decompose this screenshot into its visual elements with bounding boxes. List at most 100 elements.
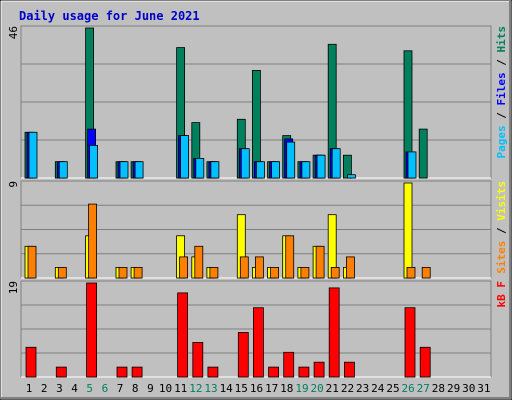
bar-sites-day-15 — [239, 256, 249, 279]
bar-pages-day-15 — [240, 148, 250, 179]
bar-sites-day-17 — [270, 266, 280, 279]
bar-kb-f-day-15 — [237, 332, 249, 378]
x-tick-label: 18 — [280, 382, 293, 395]
x-tick-label: 14 — [220, 382, 234, 395]
bar-sites-day-20 — [315, 245, 325, 279]
bar-pages-day-18 — [286, 141, 296, 179]
bar-kb-f-day-12 — [192, 341, 204, 378]
bar-visits-day-26 — [403, 182, 413, 279]
x-tick-label: 26 — [401, 382, 414, 395]
bar-pages-day-13 — [210, 161, 220, 179]
bar-sites-day-8 — [133, 266, 143, 279]
legend-item: Hits — [495, 26, 508, 53]
x-tick-label: 12 — [189, 382, 202, 395]
bar-hits-day-27 — [418, 128, 428, 179]
bar-pages-day-5 — [89, 144, 98, 179]
bar-kb-f-day-20 — [313, 361, 325, 378]
x-tick-label: 15 — [235, 382, 248, 395]
bar-pages-day-21 — [331, 148, 341, 179]
bar-sites-day-18 — [285, 235, 295, 279]
bar-pages-day-1 — [28, 131, 38, 179]
bar-sites-day-21 — [330, 266, 340, 279]
x-tick-label: 31 — [477, 382, 490, 395]
bar-kb-f-day-8 — [131, 366, 143, 378]
bar-kb-f-day-16 — [252, 307, 264, 378]
bar-pages-day-8 — [134, 161, 144, 179]
x-tick-label: 21 — [326, 382, 339, 395]
bar-kb-f-day-1 — [25, 346, 37, 378]
x-tick-label: 8 — [132, 382, 139, 395]
bar-kb-f-day-21 — [328, 287, 340, 378]
x-tick-label: 28 — [432, 382, 445, 395]
x-axis-day-labels: 1 2 3 4 5 6 7 8 9 10 11 12 13 14 15 16 17 18 19 20 21 22 23 24 2… — [26, 382, 491, 395]
legend-item: / — [495, 53, 508, 73]
bar-pages-day-22 — [346, 174, 356, 179]
series-legend: Pages / Files / Hits — [495, 26, 508, 159]
legend-item: Pages — [495, 125, 508, 158]
x-tick-label: 27 — [417, 382, 430, 395]
bar-pages-day-3 — [58, 161, 68, 179]
bar-kb-f-day-13 — [207, 366, 219, 378]
bar-pages-day-20 — [316, 154, 326, 179]
y-max-label: 46 — [7, 26, 20, 39]
x-tick-label: 20 — [310, 382, 323, 395]
bar-kb-f-day-7 — [116, 366, 128, 378]
bar-sites-day-12 — [194, 245, 204, 279]
bar-pages-day-11 — [180, 135, 190, 179]
bar-pages-day-12 — [195, 157, 205, 179]
x-tick-label: 11 — [174, 382, 187, 395]
legend-item: / — [495, 221, 508, 241]
bar-kb-f-day-19 — [298, 366, 310, 378]
bar-kb-f-day-17 — [268, 366, 280, 378]
y-max-label: 19 — [7, 281, 20, 294]
bar-sites-day-7 — [118, 266, 128, 279]
series-legend: kB F — [495, 281, 508, 308]
x-tick-label: 24 — [371, 382, 385, 395]
x-tick-label: 9 — [147, 382, 154, 395]
bar-pages-day-7 — [119, 161, 129, 179]
bar-sites-day-22 — [345, 256, 355, 279]
x-tick-label: 16 — [250, 382, 263, 395]
bar-sites-day-16 — [254, 256, 264, 279]
bar-kb-f-day-26 — [404, 307, 416, 378]
x-tick-label: 13 — [204, 382, 217, 395]
x-tick-label: 6 — [102, 382, 109, 395]
chart-panels: 46 Pages / Files / Hits 9 Sites / Visits 19 k… — [7, 25, 508, 378]
x-tick-label: 10 — [159, 382, 172, 395]
bar-sites-day-13 — [209, 266, 219, 279]
x-tick-label: 25 — [386, 382, 399, 395]
bar-sites-day-27 — [421, 266, 431, 279]
panel-kbytes: 19 kB F — [7, 280, 508, 378]
bar-kb-f-day-3 — [55, 366, 67, 378]
x-tick-label: 23 — [356, 382, 369, 395]
legend-item: / — [495, 106, 508, 126]
panel-hits-files-pages: 46 Pages / Files / Hits — [7, 25, 508, 179]
bar-kb-f-day-18 — [283, 351, 295, 378]
x-tick-label: 22 — [341, 382, 354, 395]
bar-kb-f-day-22 — [343, 361, 355, 378]
chart-title: Daily usage for June 2021 — [19, 9, 200, 23]
x-tick-label: 30 — [462, 382, 475, 395]
legend-item: Visits — [495, 181, 508, 221]
x-tick-label: 3 — [56, 382, 63, 395]
panel-visits-sites: 9 Sites / Visits — [7, 180, 508, 279]
bar-pages-day-26 — [407, 151, 417, 179]
series-legend: Sites / Visits — [495, 181, 508, 274]
x-tick-label: 1 — [26, 382, 33, 395]
x-tick-label: 2 — [41, 382, 48, 395]
bar-pages-day-16 — [255, 161, 265, 179]
bar-pages-day-17 — [271, 161, 281, 179]
x-tick-label: 7 — [117, 382, 124, 395]
x-tick-label: 29 — [447, 382, 460, 395]
x-tick-label: 17 — [265, 382, 278, 395]
legend-item: Files — [495, 72, 508, 105]
legend-item: kB F — [495, 281, 508, 308]
y-max-label: 9 — [7, 181, 20, 188]
bar-sites-day-26 — [406, 266, 416, 279]
bar-sites-day-5 — [88, 203, 97, 279]
bar-sites-day-11 — [179, 256, 189, 279]
bar-sites-day-1 — [27, 245, 37, 279]
legend-item: Sites — [495, 241, 508, 274]
